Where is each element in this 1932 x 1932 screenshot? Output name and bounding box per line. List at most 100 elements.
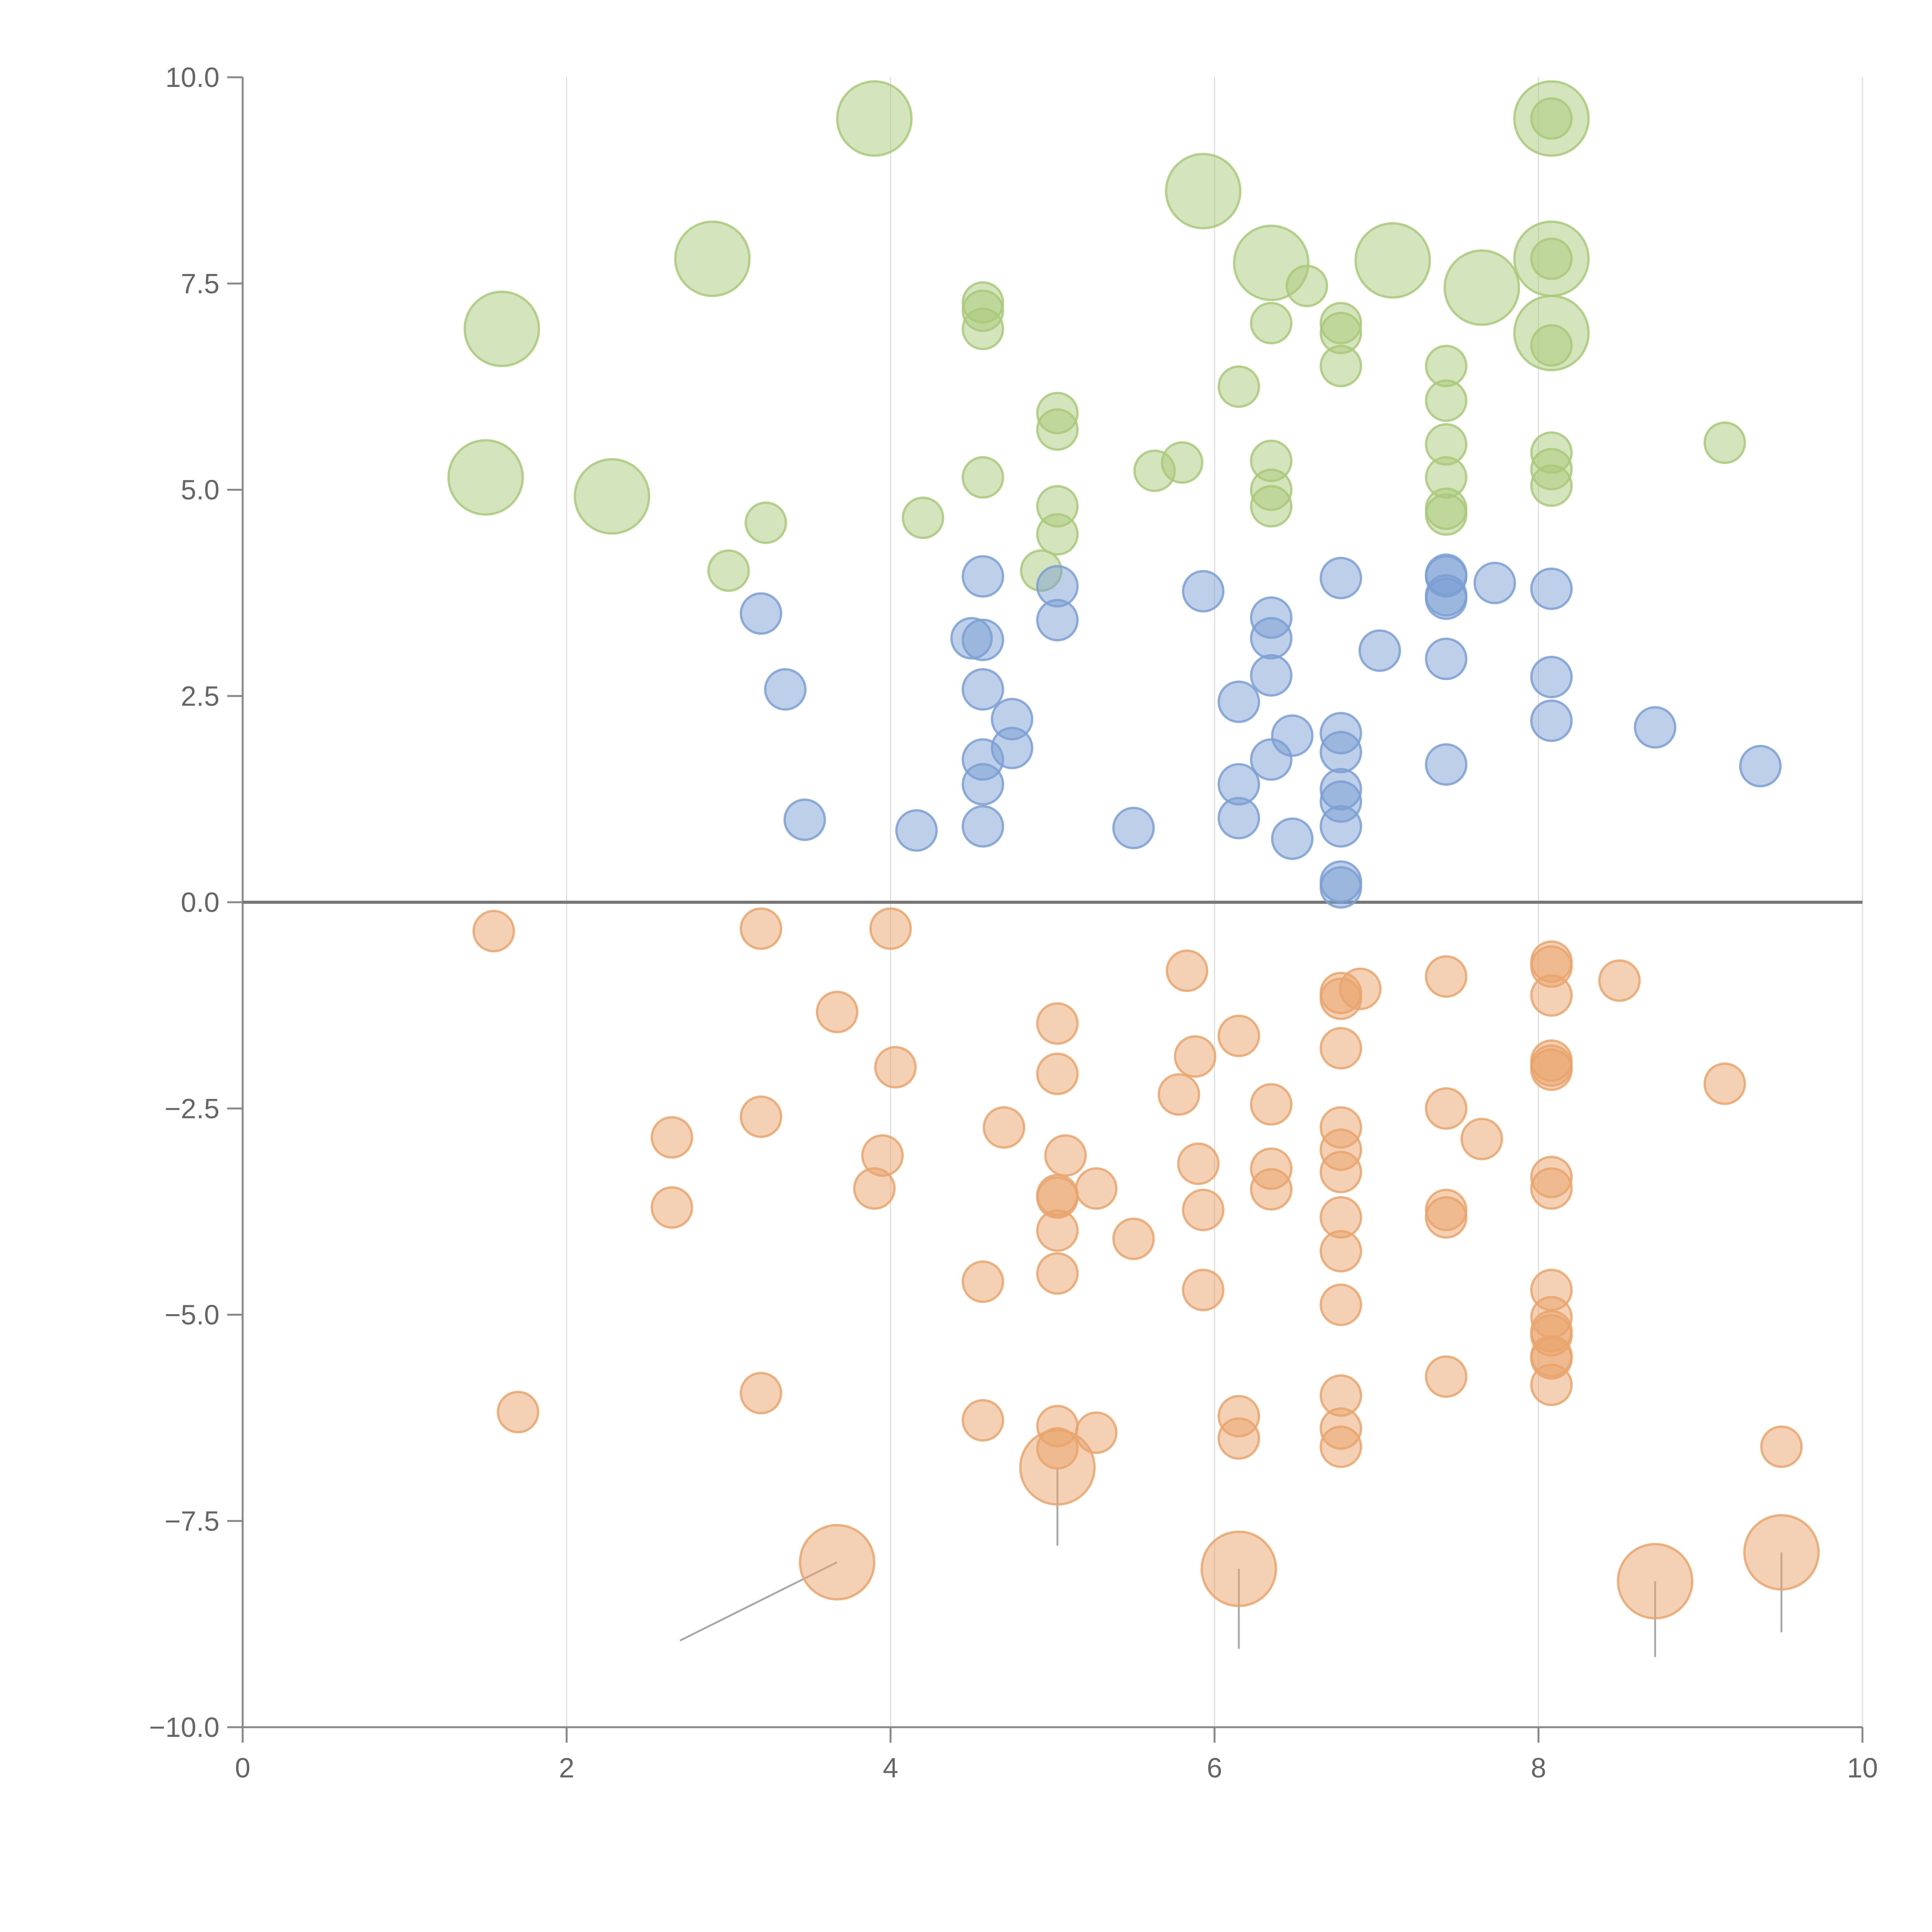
x-tick-label: 8 <box>1531 1753 1546 1784</box>
blue-bubble <box>1473 561 1516 604</box>
orange-bubble <box>1530 974 1573 1017</box>
orange-bubble <box>1182 1269 1225 1311</box>
orange-bubble <box>1760 1425 1803 1468</box>
green-bubble <box>1425 493 1468 536</box>
orange-bubble <box>472 910 515 952</box>
orange-bubble <box>497 1391 539 1434</box>
orange-bubble <box>1703 1062 1746 1105</box>
orange-bubble <box>1320 1283 1362 1326</box>
blue-bubble <box>1425 577 1468 620</box>
orange-bubble <box>1036 1002 1079 1045</box>
green-bubble <box>961 456 1004 499</box>
green-bubble <box>1161 441 1204 484</box>
blue-bubble <box>1250 617 1293 660</box>
green-bubble <box>901 497 944 539</box>
orange-bubble <box>1250 1083 1293 1126</box>
orange-bubble <box>1075 1411 1118 1454</box>
blue-bubble <box>991 726 1034 769</box>
y-tick-label: −7.5 <box>165 1506 219 1537</box>
blue-bubble <box>961 555 1004 598</box>
blue-bubble <box>1358 629 1401 672</box>
green-bubble <box>463 291 540 367</box>
orange-bubble <box>1173 1035 1216 1078</box>
blue-bubble <box>895 809 938 852</box>
green-bubble <box>1530 237 1573 280</box>
orange-bubble <box>1157 1073 1200 1116</box>
orange-bubble <box>1425 1355 1468 1398</box>
green-bubble <box>573 458 650 535</box>
orange-bubble <box>983 1106 1026 1149</box>
blue-bubble <box>764 668 807 711</box>
orange-bubble <box>861 1134 904 1177</box>
axes: 0 2 4 6 8 10 10.0 7.5 5.0 2.5 0.0 −2.5 −5.0 −7.5 −10.0 <box>149 62 1878 1784</box>
orange-bubble <box>1320 1151 1362 1194</box>
blue-bubble <box>1036 599 1079 641</box>
blue-bubble <box>1250 654 1293 697</box>
orange-bubble <box>1177 1142 1220 1185</box>
green-bubble <box>1165 153 1242 230</box>
y-tick-label: 7.5 <box>181 269 219 299</box>
orange-bubble <box>1036 1427 1079 1470</box>
green-bubble <box>961 308 1004 350</box>
blue-bubble <box>1271 817 1314 860</box>
blue-bubble <box>1530 699 1573 742</box>
orange-bubble <box>1320 1230 1362 1273</box>
orange-bubble <box>1530 1167 1573 1210</box>
green-bubble <box>707 549 750 592</box>
x-tick-label: 4 <box>883 1753 898 1784</box>
green-bubble <box>836 80 913 157</box>
data-points <box>447 80 1820 1620</box>
y-tick-label: −10.0 <box>149 1712 219 1743</box>
y-tick-label: −2.5 <box>165 1094 219 1124</box>
orange-bubble <box>1250 1168 1293 1211</box>
orange-bubble <box>1218 1014 1260 1057</box>
orange-bubble <box>650 1116 693 1159</box>
orange-bubble <box>1530 1363 1573 1406</box>
blue-bubble <box>1112 806 1155 849</box>
blue-bubble <box>1320 866 1362 909</box>
y-tick-label: 10.0 <box>165 62 219 93</box>
green-bubble <box>1530 464 1573 507</box>
green-bubble <box>1425 379 1468 422</box>
blue-bubble <box>1634 706 1677 749</box>
orange-bubble <box>740 907 782 950</box>
green-bubble <box>1036 513 1079 556</box>
blue-bubble <box>961 668 1004 711</box>
green-bubble <box>674 220 751 297</box>
blue-bubble <box>740 592 782 635</box>
blue-bubble <box>1182 570 1225 613</box>
orange-bubble <box>1339 968 1382 1010</box>
orange-bubble <box>650 1186 693 1229</box>
blue-bubble <box>1320 556 1362 599</box>
blue-bubble <box>1739 745 1782 787</box>
orange-bubble <box>869 907 912 950</box>
x-tick-label: 2 <box>559 1753 574 1784</box>
blue-bubble <box>1530 656 1573 699</box>
green-bubble <box>1286 265 1328 308</box>
y-tick-label: 0.0 <box>181 887 219 918</box>
green-bubble <box>745 501 787 544</box>
blue-bubble <box>1271 714 1314 757</box>
blue-bubble <box>1530 567 1573 610</box>
green-bubble <box>1250 302 1293 345</box>
y-tick-label: 2.5 <box>181 681 219 712</box>
green-bubble <box>1354 222 1431 299</box>
blue-bubble <box>961 763 1004 806</box>
green-bubble <box>1250 485 1293 528</box>
orange-bubble <box>1075 1167 1118 1210</box>
green-bubble <box>1218 365 1260 408</box>
blue-bubble <box>1320 805 1362 848</box>
orange-bubble <box>1036 1209 1079 1252</box>
orange-bubble <box>1425 1196 1468 1239</box>
green-bubble <box>1036 408 1079 451</box>
orange-bubble <box>1425 1087 1468 1130</box>
orange-bubble <box>1218 1417 1260 1460</box>
orange-bubble <box>961 1260 1004 1303</box>
orange-bubble <box>1165 949 1208 992</box>
blue-bubble <box>1218 797 1260 840</box>
green-bubble <box>1703 421 1746 464</box>
orange-bubble <box>961 1399 1004 1442</box>
orange-bubble <box>1201 1531 1277 1607</box>
